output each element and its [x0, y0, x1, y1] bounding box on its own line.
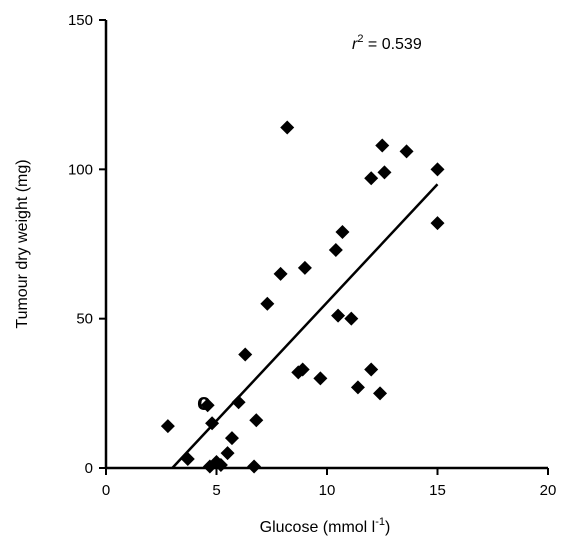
- y-tick-label: 50: [76, 311, 93, 328]
- data-point: [295, 362, 310, 377]
- fit-line: [171, 183, 439, 469]
- data-point: [160, 419, 175, 434]
- data-point: [373, 386, 388, 401]
- x-tick-label: 5: [212, 482, 220, 499]
- data-point: [331, 308, 346, 323]
- y-tick-label: 0: [85, 460, 93, 477]
- data-points: [160, 120, 445, 474]
- data-point: [364, 171, 379, 186]
- ticks: 0 5 10 15 20 0 50 100 150: [68, 12, 556, 499]
- data-point: [205, 416, 220, 431]
- y-tick-label: 100: [68, 161, 93, 178]
- r-squared-value: = 0.539: [363, 36, 421, 53]
- data-point: [200, 398, 215, 413]
- data-point: [238, 347, 253, 362]
- data-point: [249, 413, 264, 428]
- data-point: [377, 165, 392, 180]
- data-point: [224, 431, 239, 446]
- x-axis-title-superscript: -1: [375, 516, 385, 528]
- x-axis-title: Glucose (mmol l-1): [260, 516, 391, 536]
- panel-mark: c: [197, 389, 210, 416]
- data-point: [430, 216, 445, 231]
- data-point: [350, 380, 365, 395]
- data-point: [297, 260, 312, 275]
- r-squared-annotation: r2 = 0.539: [352, 33, 422, 53]
- data-point: [328, 242, 343, 257]
- x-tick-label: 10: [319, 482, 336, 499]
- data-point: [335, 225, 350, 240]
- x-axis-title-main: Glucose (mmol l: [260, 519, 376, 536]
- data-point: [375, 138, 390, 153]
- data-point: [364, 362, 379, 377]
- data-point: [399, 144, 414, 159]
- data-point: [231, 395, 246, 410]
- data-point: [313, 371, 328, 386]
- x-axis-title-end: ): [385, 519, 390, 536]
- x-tick-label: 0: [102, 482, 110, 499]
- r-symbol: r: [352, 36, 358, 53]
- y-axis-title: Tumour dry weight (mg): [14, 159, 31, 328]
- data-point: [280, 120, 295, 135]
- data-point: [430, 162, 445, 177]
- r-squared-superscript: 2: [357, 33, 363, 45]
- data-point: [220, 446, 235, 461]
- axes: [104, 20, 548, 470]
- y-tick-label: 150: [68, 12, 93, 29]
- fit-line-group: [171, 183, 439, 469]
- data-point: [344, 311, 359, 326]
- data-point: [273, 266, 288, 281]
- x-tick-label: 20: [540, 482, 557, 499]
- x-tick-label: 15: [429, 482, 446, 499]
- data-point: [180, 452, 195, 467]
- data-point: [260, 296, 275, 311]
- data-point: [213, 458, 228, 473]
- data-point: [247, 459, 262, 474]
